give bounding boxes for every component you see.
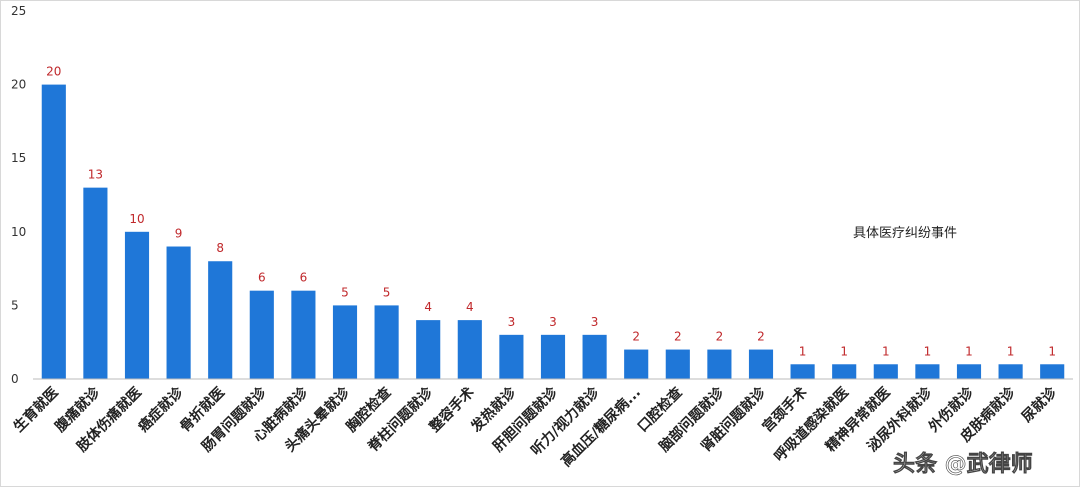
y-axis: 0 5 10 15 20 25: [11, 4, 26, 386]
data-label: 3: [591, 315, 599, 329]
category-label: 整容手术: [425, 384, 477, 436]
bar: [249, 290, 274, 379]
bar: [707, 349, 732, 379]
data-labels: 20 13 10 9 8 6 6 5 5 4 4 3 3 3 2 2 2 2 1 1 1 1 1 1 1: [46, 65, 1056, 359]
data-label: 10: [129, 212, 144, 226]
bar: [332, 305, 358, 379]
category-label: 呼吸道感染就医: [771, 384, 852, 465]
y-tick-label: 20: [11, 78, 26, 92]
category-label: 尿就诊: [1018, 383, 1060, 425]
bar: [624, 349, 649, 379]
data-label: 5: [341, 285, 349, 299]
bar: [540, 334, 566, 379]
data-label: 8: [216, 241, 224, 255]
bar: [166, 246, 191, 379]
data-label: 1: [1007, 344, 1015, 358]
data-label: 6: [300, 271, 308, 285]
data-label: 5: [383, 285, 391, 299]
bar: [873, 364, 898, 379]
bar: [665, 349, 690, 379]
bar: [915, 364, 940, 379]
bar: [748, 349, 774, 379]
bar: [208, 261, 233, 379]
data-label: 6: [258, 271, 266, 285]
y-tick-label: 25: [11, 4, 26, 18]
bar: [832, 364, 857, 379]
data-label: 1: [1048, 344, 1056, 358]
bar: [956, 364, 982, 379]
bar: [790, 364, 815, 379]
bar: [416, 320, 441, 379]
category-label: 生育就医: [10, 384, 62, 436]
data-label: 2: [757, 330, 765, 344]
bar: [41, 84, 66, 379]
bar: [124, 231, 150, 379]
data-label: 4: [424, 300, 432, 314]
data-label: 3: [549, 315, 557, 329]
data-label: 4: [466, 300, 474, 314]
data-label: 13: [88, 168, 103, 182]
bar: [1040, 364, 1065, 379]
y-tick-label: 15: [11, 151, 26, 165]
data-label: 2: [716, 330, 724, 344]
data-label: 1: [840, 344, 848, 358]
data-label: 2: [632, 330, 640, 344]
data-label: 20: [46, 65, 61, 79]
bar-series: [41, 84, 1065, 379]
bar: [457, 320, 482, 379]
data-label: 2: [674, 330, 682, 344]
bar: [83, 187, 108, 379]
bar: [998, 364, 1023, 379]
bar: [291, 290, 316, 379]
data-label: 1: [924, 344, 932, 358]
data-label: 3: [508, 315, 516, 329]
data-label: 9: [175, 227, 183, 241]
bar: [499, 334, 524, 379]
watermark-text: 头条 @武律师: [893, 451, 1033, 477]
bar: [374, 305, 399, 379]
y-tick-label: 0: [11, 372, 19, 386]
data-label: 1: [799, 344, 807, 358]
data-label: 1: [882, 344, 890, 358]
legend-label: 具体医疗纠纷事件: [853, 226, 957, 241]
bar: [582, 334, 607, 379]
y-tick-label: 5: [11, 298, 19, 312]
data-label: 1: [965, 344, 973, 358]
y-tick-label: 10: [11, 225, 26, 239]
